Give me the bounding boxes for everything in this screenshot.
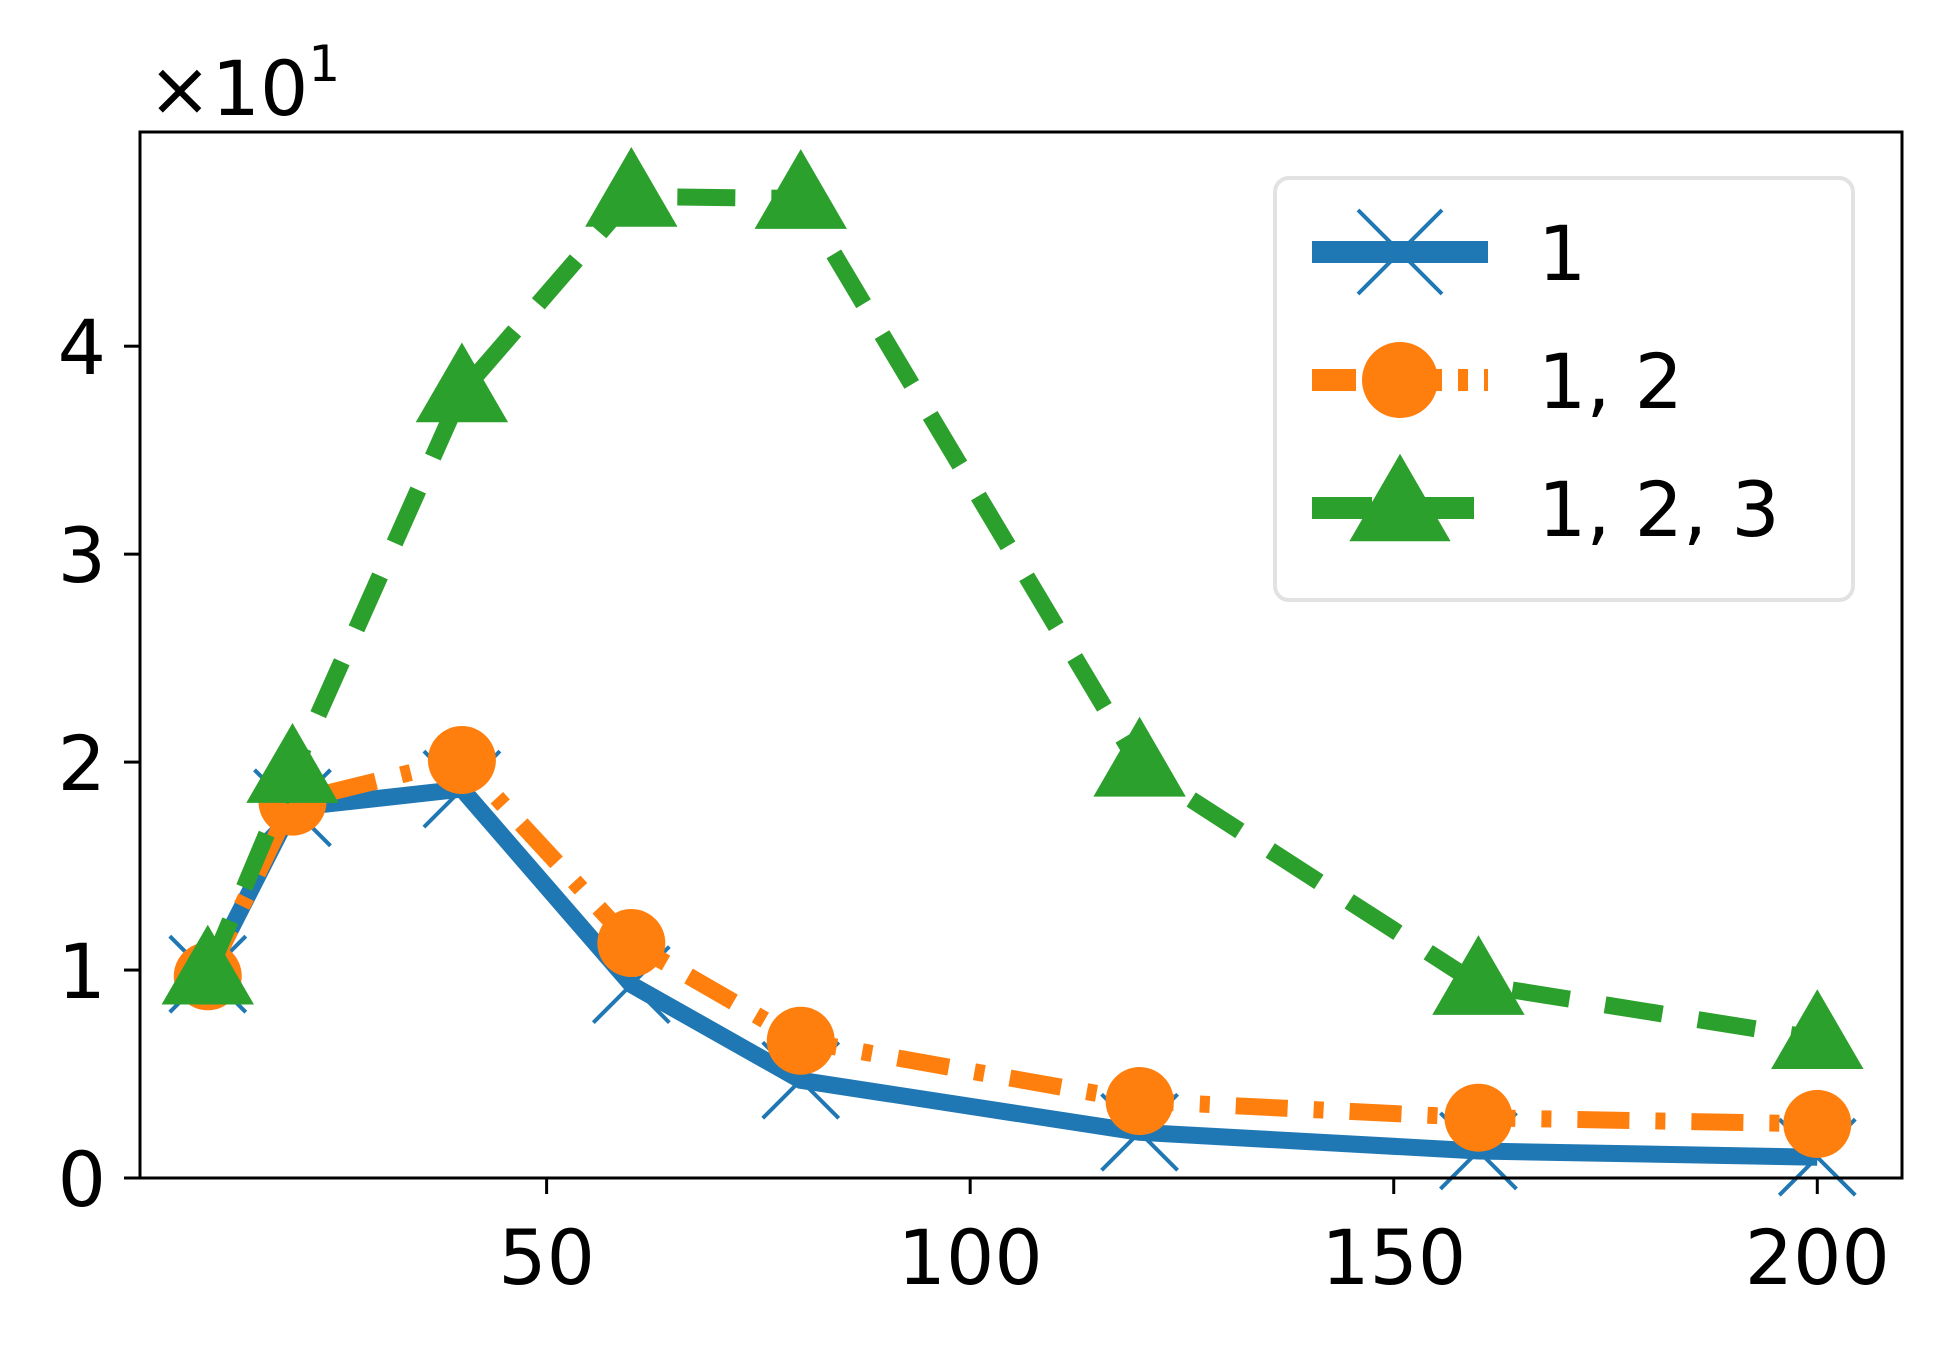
data-point-s3-6 [1093, 716, 1186, 797]
x-tick-label-100: 100 [898, 1213, 1043, 1302]
series-3 [161, 146, 1864, 1069]
data-point-s2-8 [1783, 1089, 1852, 1158]
y-multiplier-exponent: 1 [308, 35, 340, 93]
series-1 [168, 749, 1857, 1197]
series-line-2 [200, 750, 1818, 1133]
y-tick-label-2: 2 [58, 719, 106, 808]
legend-marker-1 [1356, 208, 1444, 296]
legend-entry-1: 1 [1312, 208, 1586, 298]
y-tick-label-0: 0 [58, 1135, 106, 1224]
data-point-s3-2 [246, 723, 339, 803]
data-point-s3-3 [415, 342, 509, 423]
data-point-s3-1 [161, 924, 254, 1005]
data-point-s2-5 [766, 1006, 835, 1075]
y-multiplier-label: ×101 [148, 35, 340, 133]
data-point-s3-7 [1432, 935, 1525, 1015]
data-point-s3-8 [1771, 989, 1864, 1069]
legend-marker-3 [1349, 453, 1451, 542]
x-tick-label-200: 200 [1745, 1213, 1890, 1302]
series-line-3 [199, 187, 1819, 1048]
legend-label-3: 1, 2, 3 [1538, 465, 1780, 554]
legend-entry-3: 1, 2, 3 [1312, 453, 1780, 554]
y-multiplier-base: ×10 [148, 44, 308, 133]
data-point-s3-4 [585, 146, 678, 227]
data-point-s2-6 [1105, 1067, 1174, 1136]
legend-label-2: 1, 2 [1538, 337, 1683, 426]
x-tick-label-150: 150 [1321, 1213, 1466, 1302]
y-tick-label-4: 4 [58, 303, 106, 392]
y-tick-label-1: 1 [58, 927, 106, 1016]
x-tick-label-50: 50 [498, 1213, 595, 1302]
data-point-s2-7 [1444, 1083, 1513, 1152]
data-point-s3-5 [754, 149, 847, 229]
data-point-s2-3 [427, 726, 496, 795]
data-point-s2-4 [597, 909, 666, 978]
series-layer [161, 146, 1864, 1197]
legend-label-1: 1 [1538, 209, 1586, 298]
axis-layer: 50 100 150 200 0 1 2 3 4 [58, 303, 1890, 1302]
plot-frame [138, 130, 1904, 1180]
legend-entry-2: 1, 2 [1312, 337, 1683, 426]
legend-marker-2 [1362, 342, 1438, 418]
legend-marker-1-stroke-b [1356, 208, 1444, 296]
y-tick-label-3: 3 [58, 511, 106, 600]
legend: 1 1, 2 1, 2, 3 [1273, 176, 1855, 602]
series-line-1 [200, 780, 1818, 1166]
